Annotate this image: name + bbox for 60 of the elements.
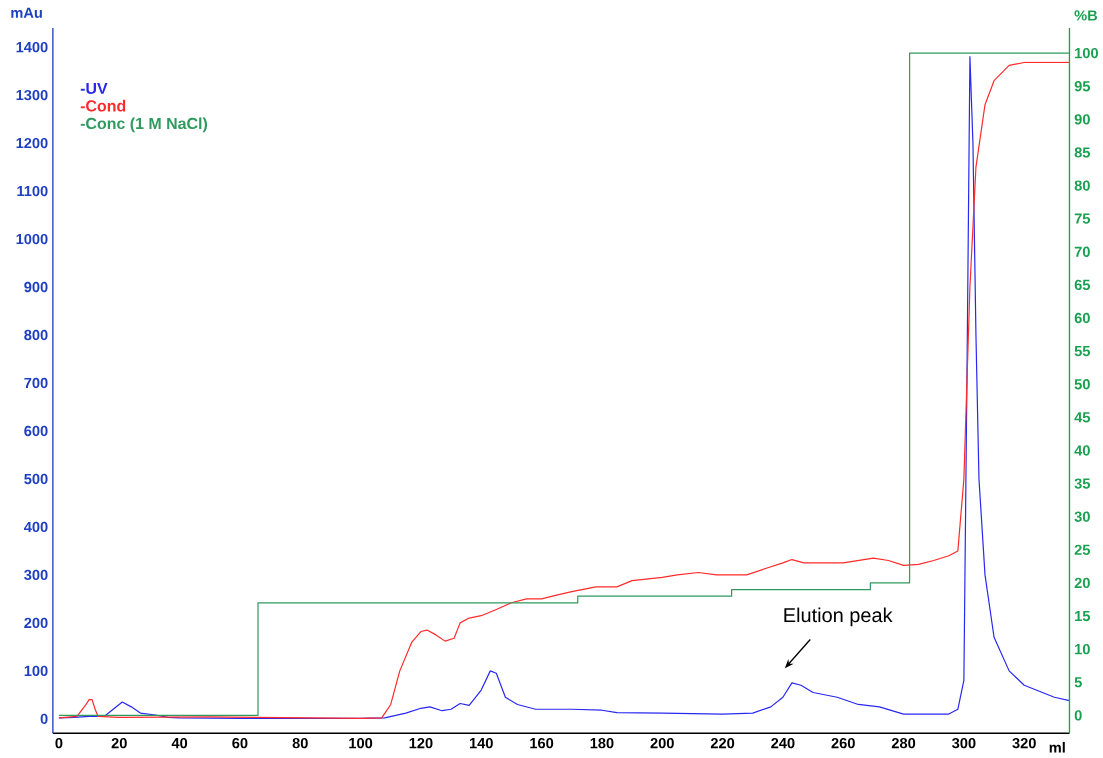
y2-tick-label: 15 [1075,610,1091,622]
x-tick-label: 160 [530,737,554,749]
y-tick-label: 1300 [16,89,48,101]
y2-tick-label: 95 [1074,80,1091,92]
y2-tick-label: 90 [1074,114,1090,125]
x-tick-label: 200 [650,737,674,749]
y2-tick-label: 10 [1075,643,1090,655]
y2-tick-label: 55 [1074,345,1091,357]
text: -Conc (1 M NaCl) [80,117,208,133]
y-tick-label: 800 [24,329,48,341]
y-axis-title: mAu [11,7,42,18]
x-tick-label: 60 [232,737,248,749]
y2-tick-label: 40 [1074,445,1090,456]
y2-tick-label: 35 [1074,478,1091,489]
y2-tick-label: 45 [1074,412,1091,423]
y-tick-label: 400 [24,521,48,533]
x-tick-label: 80 [292,737,308,749]
y2-tick-label: 60 [1074,312,1090,324]
y-tick-label: 1400 [16,41,48,53]
x-tick-label: 220 [710,737,735,749]
x-tick-label: 140 [469,737,493,749]
x-tick-label: 0 [55,737,63,749]
y-tick-label: 900 [24,281,48,293]
y2-tick-label: 20 [1074,577,1090,588]
x-tick-label: 280 [891,737,916,749]
x-tick-label: 260 [831,737,855,749]
y2-tick-label: 30 [1074,511,1090,522]
text: -Cond [80,99,126,112]
y-tick-label: 300 [24,569,48,581]
text: -UV [80,82,108,94]
y2-tick-label: 80 [1074,180,1090,191]
x-tick-label: 100 [349,737,373,749]
y-tick-label: 1100 [17,185,48,197]
y-tick-label: 100 [24,665,48,676]
x-tick-label: 240 [771,737,795,749]
y-tick-label: 1200 [16,137,48,149]
x-tick-label: 20 [111,737,127,749]
x-tick-label: 40 [171,737,188,749]
y-tick-label: 700 [24,377,48,389]
x-tick-label: 300 [952,737,976,749]
y2-tick-label: 65 [1074,279,1091,290]
y2-tick-label: 70 [1074,246,1090,257]
y-tick-label: 1000 [16,233,48,245]
y2-tick-label: 25 [1074,544,1091,555]
y-tick-label: 200 [24,617,48,628]
annotation: Elution peak [784,607,893,627]
y2-axis-title: %B [1074,10,1098,21]
x-tick-label: 320 [1012,737,1036,749]
y2-tick-label: 75 [1074,213,1091,224]
x-tick-label: 120 [409,737,433,749]
y2-tick-label: 5 [1074,677,1082,688]
x-tick-label: 180 [590,737,614,749]
y2-tick-label: 100 [1075,47,1098,59]
y-tick-label: 500 [24,473,48,485]
y2-tick-label: 85 [1074,147,1091,158]
x-axis-title: ml [1049,741,1065,753]
y2-tick-label: 0 [1074,710,1082,721]
y-tick-label: 0 [40,713,48,724]
y2-tick-label: 50 [1074,378,1090,390]
y-tick-label: 600 [24,425,48,437]
